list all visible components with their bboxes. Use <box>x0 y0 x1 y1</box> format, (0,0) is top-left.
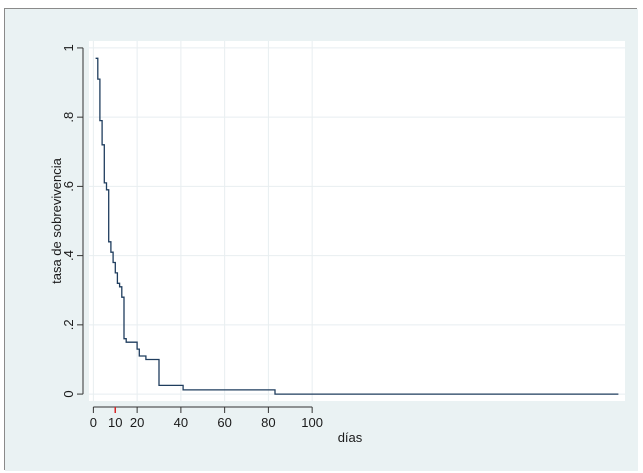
chart-frame: 0.2.4.6.8 1 0 10 20 40 60 80 100 días tasa de so… <box>4 8 638 471</box>
y-tick-label: .6 <box>61 181 76 192</box>
x-tick-label: 20 <box>130 415 144 430</box>
grid-lines <box>89 41 625 401</box>
x-tick-label: 80 <box>261 415 275 430</box>
x-tick-label: 60 <box>217 415 231 430</box>
y-tick-label: .4 <box>61 250 76 261</box>
y-tick-label: .8 <box>61 112 76 123</box>
x-axis-title: días <box>338 430 363 445</box>
y-tick-label: 0 <box>61 390 76 397</box>
x-tick-label: 40 <box>174 415 188 430</box>
survival-chart: 0.2.4.6.810 10 20 40 60 80 100 días tasa de so… <box>5 9 638 471</box>
plot-area <box>89 41 625 401</box>
series-layer <box>95 57 619 395</box>
y-tick-label: 1 <box>61 44 76 51</box>
y-axis-title: tasa de sobrevivencia <box>49 157 64 284</box>
y-tick-label: .2 <box>61 319 76 330</box>
axes: 0.2.4.6.810 10 20 40 60 80 100 <box>61 44 323 430</box>
x-tick-label: 10 <box>108 415 122 430</box>
survival-step-line <box>95 57 619 395</box>
x-tick-label: 100 <box>301 415 323 430</box>
x-tick-label: 0 <box>90 415 97 430</box>
